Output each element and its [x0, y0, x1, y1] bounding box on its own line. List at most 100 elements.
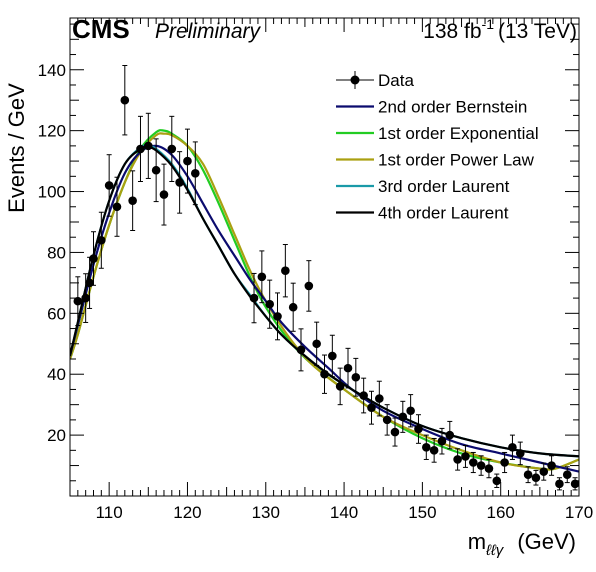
data-marker [570, 479, 579, 489]
data-marker [484, 464, 494, 473]
data-marker [304, 281, 314, 291]
data-point [476, 455, 486, 476]
data-point [190, 141, 200, 206]
data-marker [112, 202, 122, 212]
data-marker [461, 452, 470, 461]
legend-item: 1st order Exponential [336, 124, 539, 143]
data-marker [120, 95, 130, 105]
curve-1st-order-power-law [70, 132, 579, 471]
data-point [453, 448, 462, 471]
data-marker [73, 296, 83, 306]
data-marker [406, 406, 415, 416]
data-marker [359, 391, 368, 400]
data-point [288, 282, 298, 332]
data-marker [144, 141, 153, 151]
data-marker [523, 470, 533, 479]
data-marker [437, 436, 447, 446]
data-point [429, 437, 439, 463]
data-marker [555, 479, 564, 489]
data-point [183, 128, 192, 194]
data-marker [531, 473, 541, 483]
curve-4th-order-laurent [70, 145, 579, 458]
y-tick-label: 80 [47, 243, 66, 262]
data-marker [351, 372, 361, 382]
data-point [249, 272, 259, 324]
data-marker [183, 156, 192, 166]
data-point [128, 170, 137, 232]
data-point [570, 477, 579, 491]
legend-item: 3rd order Laurent [336, 177, 510, 196]
plot-clip-group [70, 64, 579, 491]
data-marker [476, 461, 486, 470]
data-point [167, 115, 177, 182]
plot-area [70, 64, 579, 491]
data-point [445, 420, 455, 450]
data-marker [500, 458, 509, 467]
status-label: Preliminary [155, 20, 262, 43]
data-marker [343, 363, 353, 373]
data-marker [414, 424, 423, 434]
data-point [281, 244, 290, 298]
legend-item: 1st order Power Law [336, 151, 535, 170]
data-point [104, 154, 114, 217]
data-point [112, 176, 122, 237]
x-tick-label: 170 [565, 503, 593, 522]
data-point [523, 466, 533, 484]
data-marker [249, 293, 259, 303]
x-tick-label: 140 [330, 503, 358, 522]
data-marker [453, 455, 462, 464]
data-point [265, 279, 274, 329]
data-point [555, 477, 564, 491]
data-point [468, 451, 478, 474]
data-marker [190, 168, 200, 178]
x-axis-title: mℓℓγ (GeV) [468, 529, 576, 559]
data-marker [375, 394, 384, 403]
data-marker [281, 266, 290, 276]
data-point [531, 469, 541, 486]
data-marker [167, 144, 177, 154]
data-marker [515, 449, 525, 458]
data-point [257, 250, 267, 304]
data-point [120, 64, 130, 136]
data-point [492, 473, 502, 488]
data-marker [390, 427, 400, 437]
data-point [136, 115, 145, 182]
data-point [375, 380, 384, 417]
data-point [175, 151, 184, 214]
data-point [500, 451, 509, 474]
legend: Data 2nd order Bernstein 1st order Exponen… [336, 71, 539, 223]
data-marker [429, 446, 439, 455]
y-tick-label: 60 [47, 304, 66, 323]
data-marker [296, 345, 306, 355]
data-point [437, 427, 447, 455]
y-tick-label: 20 [47, 426, 66, 445]
data-marker [312, 339, 321, 349]
data-marker [445, 430, 455, 440]
data-marker [85, 278, 94, 288]
data-marker [97, 235, 106, 245]
data-marker [547, 461, 556, 470]
legend-label: Data [378, 71, 414, 90]
y-tick-label: 120 [38, 122, 66, 141]
data-point [367, 390, 376, 425]
data-marker [288, 302, 298, 312]
legend-item: 4th order Laurent [336, 204, 509, 223]
legend-data-marker [350, 75, 360, 85]
legend-label: 2nd order Bernstein [378, 98, 527, 117]
data-marker [136, 144, 145, 154]
x-tick-label: 150 [408, 503, 436, 522]
legend-label: 3rd order Laurent [378, 177, 510, 196]
y-axis-title: Events / GeV [4, 83, 29, 213]
data-point [390, 417, 400, 447]
data-point [73, 276, 83, 327]
data-point [296, 328, 306, 372]
data-marker [265, 299, 274, 309]
data-point [273, 292, 282, 341]
data-point [515, 441, 525, 466]
data-point [484, 458, 494, 479]
data-point [343, 347, 353, 389]
legend-label: 1st order Power Law [378, 151, 535, 170]
y-tick-label: 140 [38, 61, 66, 80]
data-point [359, 377, 368, 414]
